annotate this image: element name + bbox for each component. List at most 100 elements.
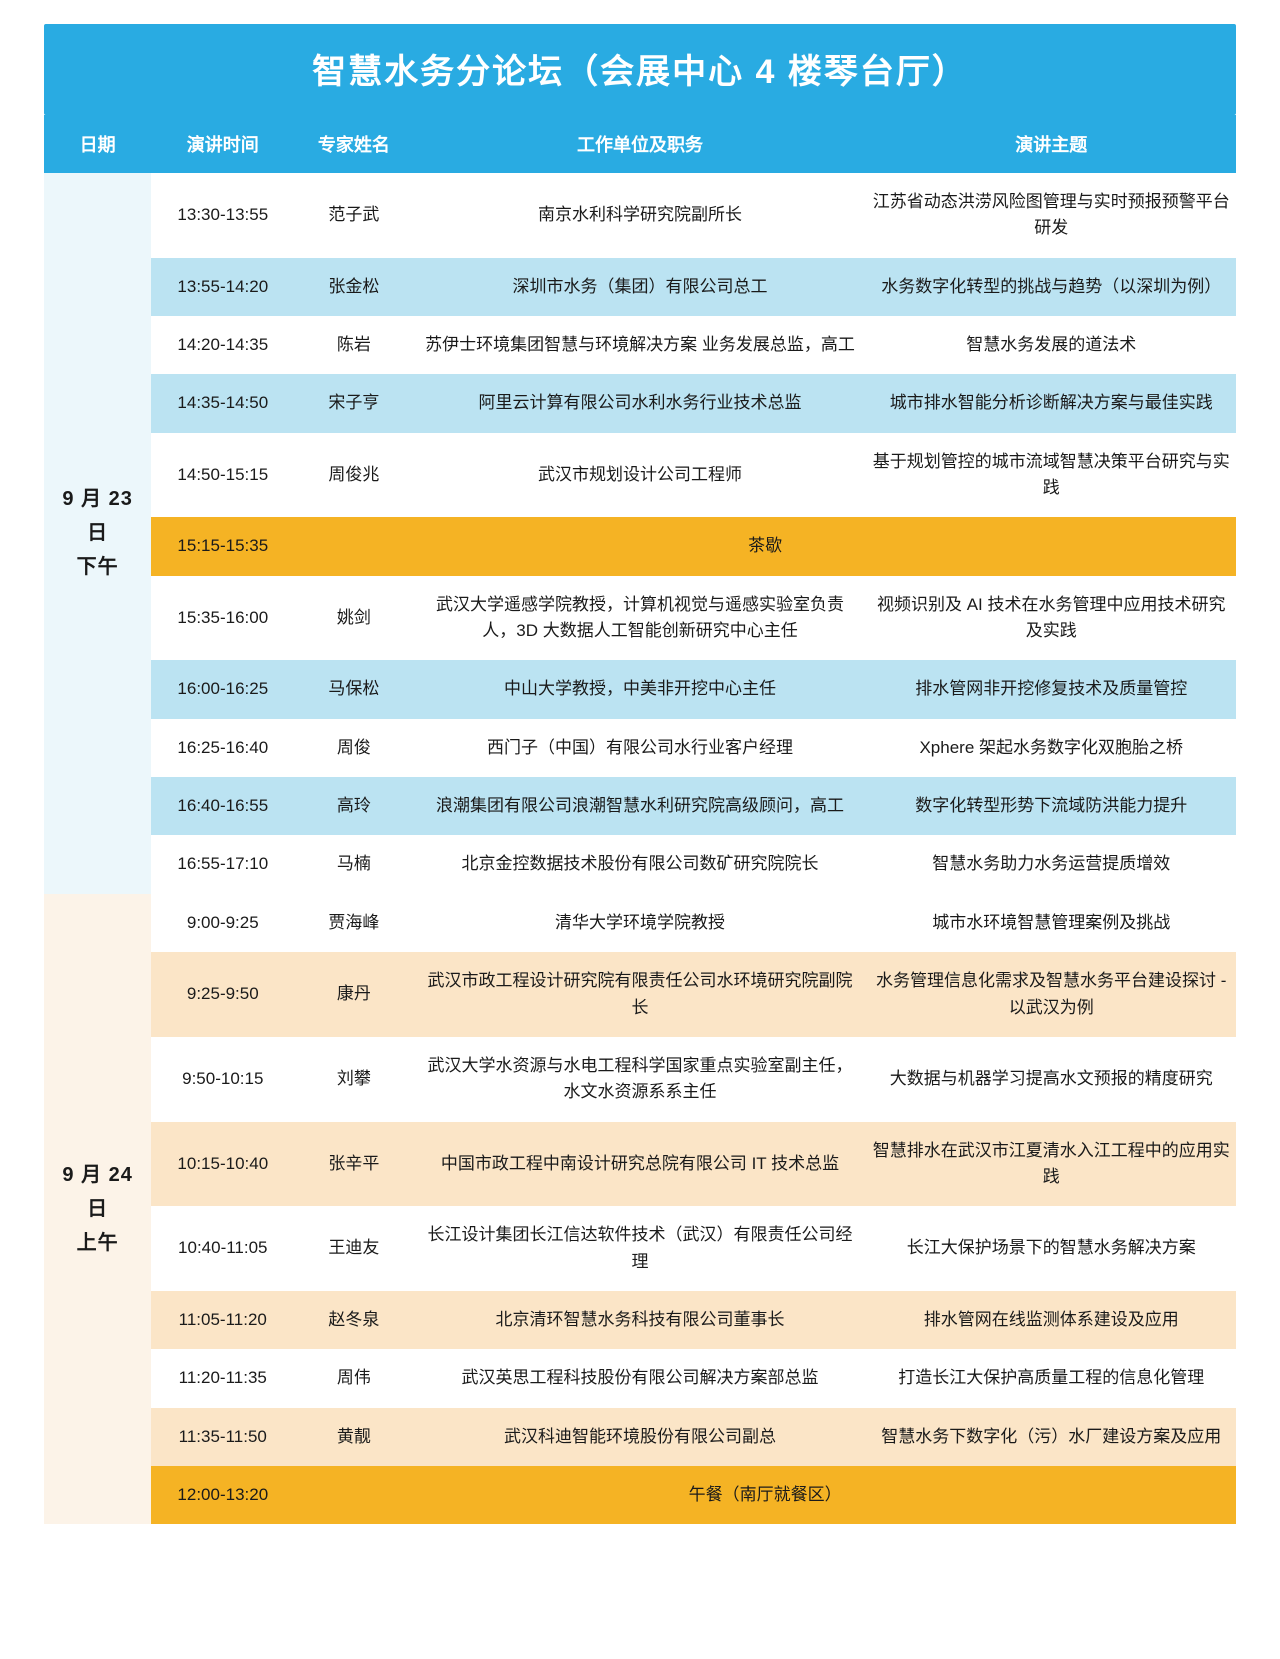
talk-topic: 长江大保护场景下的智慧水务解决方案 (866, 1206, 1236, 1291)
speaker-unit: 浪潮集团有限公司浪潮智慧水利研究院高级顾问，高工 (413, 777, 866, 835)
speaker-name: 黄靓 (294, 1408, 413, 1466)
talk-row: 14:35-14:50宋子亨阿里云计算有限公司水利水务行业技术总监城市排水智能分… (44, 374, 1236, 432)
talk-topic: 排水管网在线监测体系建设及应用 (866, 1291, 1236, 1349)
talk-time: 16:55-17:10 (151, 835, 294, 893)
speaker-unit: 西门子（中国）有限公司水行业客户经理 (413, 719, 866, 777)
talk-row: 16:40-16:55高玲浪潮集团有限公司浪潮智慧水利研究院高级顾问，高工数字化… (44, 777, 1236, 835)
talk-time: 11:05-11:20 (151, 1291, 294, 1349)
speaker-name: 赵冬泉 (294, 1291, 413, 1349)
talk-row: 14:50-15:15周俊兆武汉市规划设计公司工程师基于规划管控的城市流域智慧决… (44, 433, 1236, 518)
break-label: 午餐（南厅就餐区） (294, 1466, 1236, 1524)
forum-title: 智慧水务分论坛（会展中心 4 楼琴台厅） (44, 24, 1236, 115)
talk-row: 9 月 23 日下午13:30-13:55范子武南京水利科学研究院副所长江苏省动… (44, 173, 1236, 258)
speaker-name: 周俊 (294, 719, 413, 777)
talk-row: 11:05-11:20赵冬泉北京清环智慧水务科技有限公司董事长排水管网在线监测体… (44, 1291, 1236, 1349)
speaker-unit: 武汉英思工程科技股份有限公司解决方案部总监 (413, 1349, 866, 1407)
speaker-unit: 中山大学教授，中美非开挖中心主任 (413, 660, 866, 718)
col-time-header: 演讲时间 (151, 115, 294, 173)
speaker-name: 马保松 (294, 660, 413, 718)
talk-time: 9:50-10:15 (151, 1037, 294, 1122)
talk-time: 16:25-16:40 (151, 719, 294, 777)
day-cell: 9 月 24 日上午 (44, 894, 151, 1524)
header-row: 日期 演讲时间 专家姓名 工作单位及职务 演讲主题 (44, 115, 1236, 173)
talk-topic: Xphere 架起水务数字化双胞胎之桥 (866, 719, 1236, 777)
talk-topic: 打造长江大保护高质量工程的信息化管理 (866, 1349, 1236, 1407)
talk-row: 15:35-16:00姚剑武汉大学遥感学院教授，计算机视觉与遥感实验室负责人，3… (44, 576, 1236, 661)
break-time: 12:00-13:20 (151, 1466, 294, 1524)
talk-row: 10:15-10:40张辛平中国市政工程中南设计研究总院有限公司 IT 技术总监… (44, 1122, 1236, 1207)
speaker-unit: 武汉大学遥感学院教授，计算机视觉与遥感实验室负责人，3D 大数据人工智能创新研究… (413, 576, 866, 661)
talk-topic: 基于规划管控的城市流域智慧决策平台研究与实践 (866, 433, 1236, 518)
talk-time: 14:20-14:35 (151, 316, 294, 374)
schedule-page: 智慧水务分论坛（会展中心 4 楼琴台厅） 日期 演讲时间 专家姓名 工作单位及职… (0, 0, 1280, 1552)
break-time: 15:15-15:35 (151, 517, 294, 575)
speaker-unit: 清华大学环境学院教授 (413, 894, 866, 952)
speaker-unit: 南京水利科学研究院副所长 (413, 173, 866, 258)
col-topic-header: 演讲主题 (866, 115, 1236, 173)
talk-time: 15:35-16:00 (151, 576, 294, 661)
speaker-name: 贾海峰 (294, 894, 413, 952)
speaker-name: 高玲 (294, 777, 413, 835)
break-row: 15:15-15:35茶歇 (44, 517, 1236, 575)
talk-time: 13:30-13:55 (151, 173, 294, 258)
talk-row: 9 月 24 日上午9:00-9:25贾海峰清华大学环境学院教授城市水环境智慧管… (44, 894, 1236, 952)
speaker-name: 范子武 (294, 173, 413, 258)
speaker-unit: 武汉大学水资源与水电工程科学国家重点实验室副主任，水文水资源系系主任 (413, 1037, 866, 1122)
speaker-unit: 长江设计集团长江信达软件技术（武汉）有限责任公司经理 (413, 1206, 866, 1291)
speaker-unit: 北京清环智慧水务科技有限公司董事长 (413, 1291, 866, 1349)
talk-topic: 城市排水智能分析诊断解决方案与最佳实践 (866, 374, 1236, 432)
talk-topic: 水务数字化转型的挑战与趋势（以深圳为例） (866, 258, 1236, 316)
talk-topic: 智慧水务助力水务运营提质增效 (866, 835, 1236, 893)
speaker-unit: 武汉市政工程设计研究院有限责任公司水环境研究院副院长 (413, 952, 866, 1037)
speaker-name: 康丹 (294, 952, 413, 1037)
speaker-name: 周伟 (294, 1349, 413, 1407)
talk-topic: 城市水环境智慧管理案例及挑战 (866, 894, 1236, 952)
speaker-name: 刘攀 (294, 1037, 413, 1122)
talk-time: 11:20-11:35 (151, 1349, 294, 1407)
col-unit-header: 工作单位及职务 (413, 115, 866, 173)
talk-time: 16:40-16:55 (151, 777, 294, 835)
speaker-name: 姚剑 (294, 576, 413, 661)
talk-time: 9:25-9:50 (151, 952, 294, 1037)
talk-row: 13:55-14:20张金松深圳市水务（集团）有限公司总工水务数字化转型的挑战与… (44, 258, 1236, 316)
break-label: 茶歇 (294, 517, 1236, 575)
talk-time: 13:55-14:20 (151, 258, 294, 316)
talk-row: 9:25-9:50康丹武汉市政工程设计研究院有限责任公司水环境研究院副院长水务管… (44, 952, 1236, 1037)
talk-topic: 智慧排水在武汉市江夏清水入江工程中的应用实践 (866, 1122, 1236, 1207)
speaker-name: 宋子亨 (294, 374, 413, 432)
speaker-unit: 武汉市规划设计公司工程师 (413, 433, 866, 518)
talk-time: 16:00-16:25 (151, 660, 294, 718)
talk-topic: 排水管网非开挖修复技术及质量管控 (866, 660, 1236, 718)
talk-topic: 智慧水务发展的道法术 (866, 316, 1236, 374)
talk-row: 10:40-11:05王迪友长江设计集团长江信达软件技术（武汉）有限责任公司经理… (44, 1206, 1236, 1291)
talk-time: 14:50-15:15 (151, 433, 294, 518)
talk-time: 14:35-14:50 (151, 374, 294, 432)
schedule-table: 日期 演讲时间 专家姓名 工作单位及职务 演讲主题 9 月 23 日下午13:3… (44, 115, 1236, 1524)
col-date-header: 日期 (44, 115, 151, 173)
talk-topic: 江苏省动态洪涝风险图管理与实时预报预警平台研发 (866, 173, 1236, 258)
speaker-name: 张金松 (294, 258, 413, 316)
talk-row: 11:20-11:35周伟武汉英思工程科技股份有限公司解决方案部总监打造长江大保… (44, 1349, 1236, 1407)
talk-row: 16:55-17:10马楠北京金控数据技术股份有限公司数矿研究院院长智慧水务助力… (44, 835, 1236, 893)
talk-topic: 大数据与机器学习提高水文预报的精度研究 (866, 1037, 1236, 1122)
speaker-unit: 武汉科迪智能环境股份有限公司副总 (413, 1408, 866, 1466)
talk-row: 14:20-14:35陈岩苏伊士环境集团智慧与环境解决方案 业务发展总监，高工智… (44, 316, 1236, 374)
talk-row: 16:00-16:25马保松中山大学教授，中美非开挖中心主任排水管网非开挖修复技… (44, 660, 1236, 718)
talk-row: 11:35-11:50黄靓武汉科迪智能环境股份有限公司副总智慧水务下数字化（污）… (44, 1408, 1236, 1466)
speaker-unit: 深圳市水务（集团）有限公司总工 (413, 258, 866, 316)
talk-topic: 数字化转型形势下流域防洪能力提升 (866, 777, 1236, 835)
speaker-name: 马楠 (294, 835, 413, 893)
break-row: 12:00-13:20午餐（南厅就餐区） (44, 1466, 1236, 1524)
speaker-name: 张辛平 (294, 1122, 413, 1207)
talk-row: 16:25-16:40周俊西门子（中国）有限公司水行业客户经理Xphere 架起… (44, 719, 1236, 777)
speaker-name: 王迪友 (294, 1206, 413, 1291)
talk-time: 9:00-9:25 (151, 894, 294, 952)
talk-time: 11:35-11:50 (151, 1408, 294, 1466)
talk-topic: 智慧水务下数字化（污）水厂建设方案及应用 (866, 1408, 1236, 1466)
day-cell: 9 月 23 日下午 (44, 173, 151, 894)
speaker-unit: 北京金控数据技术股份有限公司数矿研究院院长 (413, 835, 866, 893)
speaker-unit: 中国市政工程中南设计研究总院有限公司 IT 技术总监 (413, 1122, 866, 1207)
talk-time: 10:15-10:40 (151, 1122, 294, 1207)
talk-topic: 视频识别及 AI 技术在水务管理中应用技术研究及实践 (866, 576, 1236, 661)
talk-row: 9:50-10:15刘攀武汉大学水资源与水电工程科学国家重点实验室副主任，水文水… (44, 1037, 1236, 1122)
